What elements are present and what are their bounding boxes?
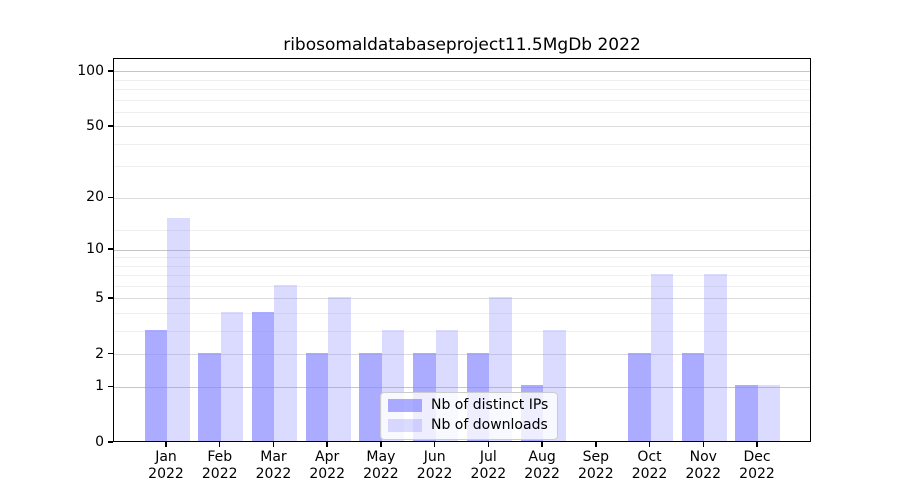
y-tick-label-10: 10 [86,241,104,258]
bar-downloads-12 [757,385,781,441]
x-tick-mark-11 [702,442,704,447]
y-tick-mark-1 [108,385,113,387]
gridline-4 [114,313,810,315]
legend-label: Nb of distinct IPs [431,397,549,413]
x-tick-mark-3 [272,442,275,447]
gridline-80 [114,89,810,91]
bar-downloads-3 [274,284,297,441]
gridline-5 [114,298,810,300]
bar-ips-12 [735,385,758,441]
bar-ips-4 [305,352,329,441]
legend-label: Nb of downloads [431,417,548,433]
gridline-100 [114,71,810,73]
legend-swatch-downloads [388,419,422,432]
bar-downloads-4 [328,296,351,441]
gridline-9 [114,257,810,259]
x-tick-mark-4 [326,442,328,447]
bar-downloads-11 [704,273,727,441]
plot-area [113,58,811,442]
legend-item-distinct-ips: Nb of distinct IPs [388,398,548,413]
gridline-6 [114,286,810,288]
x-tick-label-10: Oct 2022 [631,449,668,482]
y-tick-label-5: 5 [95,289,104,306]
y-tick-mark-10 [108,248,113,250]
x-tick-label-7: Jul 2022 [470,449,507,482]
y-tick-label-50: 50 [86,117,104,134]
x-tick-mark-10 [648,442,651,447]
gridline-30 [114,166,810,168]
x-tick-label-8: Aug 2022 [524,449,560,482]
x-tick-label-12: Dec 2022 [739,449,775,482]
gridline-40 [114,143,810,145]
bar-ips-3 [251,311,275,441]
bar-ips-10 [628,352,651,441]
x-tick-mark-5 [380,442,382,447]
x-tick-mark-2 [219,442,221,447]
x-tick-mark-1 [165,442,167,447]
x-tick-label-5: May 2022 [363,449,399,482]
x-tick-label-1: Jan 2022 [148,449,184,482]
gridline-50 [114,126,810,128]
x-tick-label-4: Apr 2022 [309,449,345,482]
y-tick-label-100: 100 [77,62,104,79]
gridline-13 [114,230,810,232]
gridline-3 [114,331,810,333]
gridline-7 [114,275,810,277]
x-tick-label-3: Mar 2022 [255,449,292,482]
bar-ips-2 [198,352,221,441]
x-tick-mark-12 [756,442,758,447]
x-tick-mark-9 [595,442,597,447]
x-tick-mark-8 [541,442,543,447]
y-tick-label-0: 0 [95,434,104,450]
legend-swatch-distinct-ips [388,399,422,412]
y-tick-mark-20 [108,196,113,198]
x-tick-label-6: Jun 2022 [416,449,453,482]
y-tick-label-20: 20 [86,189,104,206]
chart-title: ribosomaldatabaseproject11.5MgDb 2022 [283,35,641,55]
y-tick-label-2: 2 [95,345,104,362]
gridline-70 [114,99,810,101]
y-tick-mark-100 [108,70,113,72]
x-tick-label-11: Nov 2022 [685,449,722,482]
bar-ips-11 [681,352,705,441]
gridline-10 [114,249,810,251]
y-tick-mark-5 [108,297,113,299]
legend-item-downloads: Nb of downloads [388,418,548,433]
x-tick-mark-7 [487,442,490,447]
gridline-2 [114,354,810,356]
bar-ips-1 [144,329,167,441]
gridline-90 [114,79,810,81]
y-tick-mark-2 [108,352,113,355]
x-tick-mark-6 [433,442,436,447]
bar-downloads-1 [167,218,190,441]
gridline-60 [114,111,810,113]
x-tick-label-2: Feb 2022 [201,449,238,482]
y-tick-mark-0 [108,441,113,443]
y-tick-label-1: 1 [95,378,104,395]
y-tick-mark-50 [108,125,113,127]
bar-downloads-2 [220,311,244,441]
bar-downloads-10 [650,273,674,441]
gridline-8 [114,265,810,267]
bar-ips-5 [359,352,382,441]
x-tick-label-9: Sep 2022 [577,449,614,482]
gridline-1 [114,386,810,388]
gridline-20 [114,197,810,199]
legend: Nb of distinct IPs Nb of downloads [380,392,559,440]
